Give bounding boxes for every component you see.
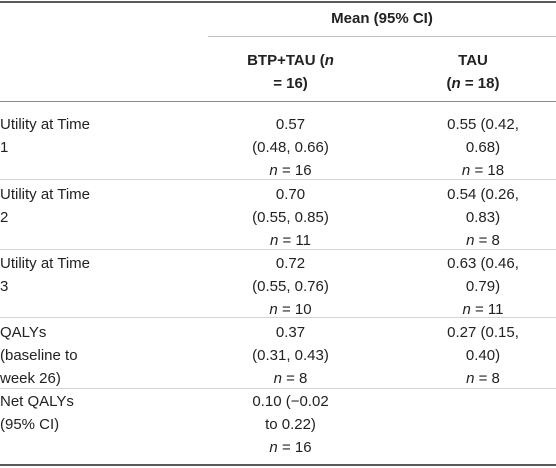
row-separator: [0, 249, 556, 250]
cell-btp-tau: 0.37 (0.31, 0.43) n = 8: [252, 324, 329, 387]
table-bottom-rule: [0, 464, 556, 466]
row-label: Utility at Time 2: [0, 186, 91, 226]
cell-tau: 0.63 (0.46, 0.79) n = 11: [447, 255, 519, 318]
row-label: QALYs (baseline to week 26): [0, 324, 78, 387]
header-bottom-rule: [0, 101, 556, 102]
cell-btp-tau: 0.72 (0.55, 0.76) n = 10: [252, 255, 329, 318]
row-separator: [0, 179, 556, 180]
row-separator: [0, 388, 556, 389]
group-header: Mean (95% CI): [331, 10, 433, 27]
col-header-tau: TAU (n = 18): [446, 52, 500, 92]
cell-btp-tau: 0.10 (−0.02 to 0.22) n = 16: [252, 393, 329, 456]
table-top-rule: [0, 1, 556, 3]
cell-tau: 0.55 (0.42, 0.68) n = 18: [447, 116, 519, 179]
row-label: Utility at Time 3: [0, 255, 91, 295]
row-label: Net QALYs (95% CI): [0, 393, 74, 433]
row-label: Utility at Time 1: [0, 116, 91, 156]
cell-tau: 0.27 (0.15, 0.40) n = 8: [447, 324, 519, 387]
row-separator: [0, 317, 556, 318]
cell-tau: 0.54 (0.26, 0.83) n = 8: [447, 186, 519, 249]
col-header-btp-tau: BTP+TAU (n = 16): [247, 52, 334, 92]
cell-btp-tau: 0.70 (0.55, 0.85) n = 11: [252, 186, 329, 249]
cell-btp-tau: 0.57 (0.48, 0.66) n = 16: [252, 116, 329, 179]
group-header-rule: [208, 36, 556, 37]
